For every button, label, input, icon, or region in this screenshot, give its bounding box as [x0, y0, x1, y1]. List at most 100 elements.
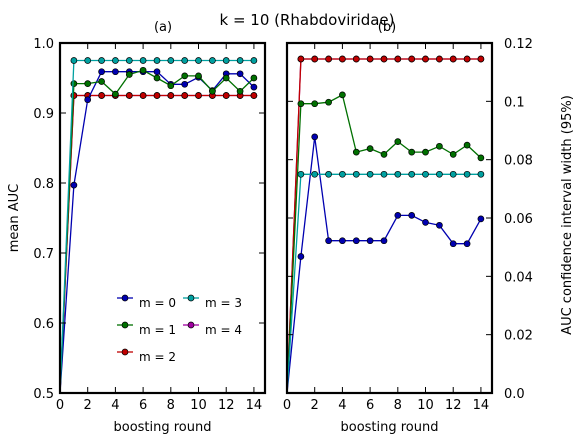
data-point-m-3 [380, 170, 388, 178]
y-axis-label: mean AUC [7, 184, 22, 253]
data-point-m-1 [325, 98, 332, 106]
y-tick-label: 0.8 [33, 177, 54, 192]
data-point-m-3 [98, 57, 105, 64]
data-point-m-1 [70, 80, 78, 87]
data-point-m-0 [339, 237, 346, 245]
data-point-m-1 [297, 100, 305, 108]
data-point-m-2 [139, 92, 147, 99]
y-tick-label: 0.02 [504, 329, 533, 344]
data-point-m-0 [408, 212, 416, 219]
y-tick-label: 1.0 [33, 37, 54, 52]
x-tick-label: 2 [311, 398, 319, 413]
data-point-m-3 [436, 170, 443, 178]
data-point-m-2 [311, 55, 319, 63]
data-point-m-3 [422, 170, 429, 178]
data-point-m-0 [84, 96, 92, 104]
panel-b-label: (b) [378, 20, 396, 35]
data-point-m-3 [181, 57, 189, 64]
data-point-m-0 [236, 70, 244, 78]
y-tick-label: 0.08 [504, 154, 533, 169]
legend: m = 0 m = 1 m = 2 m = 3 m = 4 [117, 294, 242, 364]
y-tick-label: 0.04 [504, 270, 533, 285]
data-point-m-3 [463, 170, 471, 178]
legend-label-m-0: m = 0 [139, 296, 176, 310]
plot-frame [58, 41, 267, 395]
data-point-m-1 [167, 82, 175, 90]
data-point-m-0 [422, 219, 429, 226]
data-point-m-1 [477, 154, 485, 162]
data-point-m-0 [380, 237, 388, 245]
y-axis-label: AUC confidence interval width (95%) [560, 95, 575, 335]
data-point-m-0 [394, 212, 402, 219]
data-point-m-3 [477, 170, 485, 178]
data-point-m-3 [311, 170, 319, 178]
data-point-m-3 [195, 57, 202, 64]
data-point-m-2 [366, 55, 374, 63]
data-point-m-2 [181, 92, 189, 99]
data-point-m-1 [449, 151, 457, 158]
data-point-m-1 [195, 72, 202, 80]
data-point-m-2 [408, 55, 416, 63]
data-point-m-2 [167, 92, 175, 99]
data-point-m-0 [325, 237, 332, 245]
x-tick-label: 6 [139, 398, 147, 413]
data-point-m-3 [325, 170, 332, 178]
data-point-m-1 [98, 78, 105, 85]
data-point-m-0 [352, 237, 360, 245]
data-point-m-1 [408, 148, 416, 156]
data-point-m-2 [98, 92, 105, 99]
y-tick-label: 0.7 [33, 247, 54, 262]
data-point-m-3 [352, 170, 360, 178]
data-point-m-2 [297, 55, 305, 63]
x-tick-label: 10 [417, 398, 434, 413]
x-axis-label: boosting round [113, 420, 211, 435]
data-point-m-0 [98, 68, 105, 76]
data-point-m-3 [250, 57, 258, 64]
data-point-m-3 [167, 57, 175, 64]
data-point-m-2 [436, 55, 443, 63]
data-point-m-2 [339, 55, 346, 63]
data-point-m-2 [325, 55, 332, 63]
data-point-m-2 [153, 92, 161, 99]
x-tick-label: 6 [366, 398, 374, 413]
y-tick-label: 0.06 [504, 212, 533, 227]
y-tick-label: 0.12 [504, 37, 533, 52]
data-point-m-2 [222, 92, 230, 99]
data-point-m-3 [139, 57, 147, 64]
y-tick-label: 0.5 [33, 387, 54, 402]
data-point-m-1 [112, 90, 119, 98]
legend-marker-m-3 [187, 294, 195, 302]
data-point-m-1 [139, 66, 147, 74]
data-point-m-3 [112, 57, 119, 64]
x-tick-label: 14 [473, 398, 490, 413]
data-point-m-3 [394, 170, 402, 178]
data-point-m-3 [366, 170, 374, 178]
data-point-m-3 [449, 170, 457, 178]
data-point-m-1 [394, 138, 402, 145]
x-tick-label: 0 [283, 398, 291, 413]
x-axis-label: boosting round [340, 420, 438, 435]
data-point-m-2 [422, 55, 429, 63]
y-tick-label: 0.0 [504, 387, 525, 402]
x-tick-label: 2 [84, 398, 92, 413]
data-point-m-3 [408, 170, 416, 178]
data-point-m-3 [125, 57, 133, 64]
data-point-m-1 [153, 74, 161, 82]
legend-label-m-2: m = 2 [139, 350, 176, 364]
data-point-m-2 [463, 55, 471, 63]
data-point-m-3 [236, 57, 244, 64]
data-point-m-1 [339, 91, 346, 99]
data-point-m-0 [112, 68, 119, 76]
data-point-m-2 [477, 55, 485, 63]
x-tick-label: 8 [167, 398, 175, 413]
y-tick-label: 0.1 [504, 95, 525, 110]
x-tick-label: 14 [246, 398, 263, 413]
data-point-m-1 [352, 148, 360, 156]
data-point-m-0 [436, 221, 443, 229]
legend-marker-m-1 [121, 321, 129, 329]
data-point-m-3 [153, 57, 161, 64]
data-point-m-3 [297, 170, 305, 178]
x-tick-label: 10 [190, 398, 207, 413]
